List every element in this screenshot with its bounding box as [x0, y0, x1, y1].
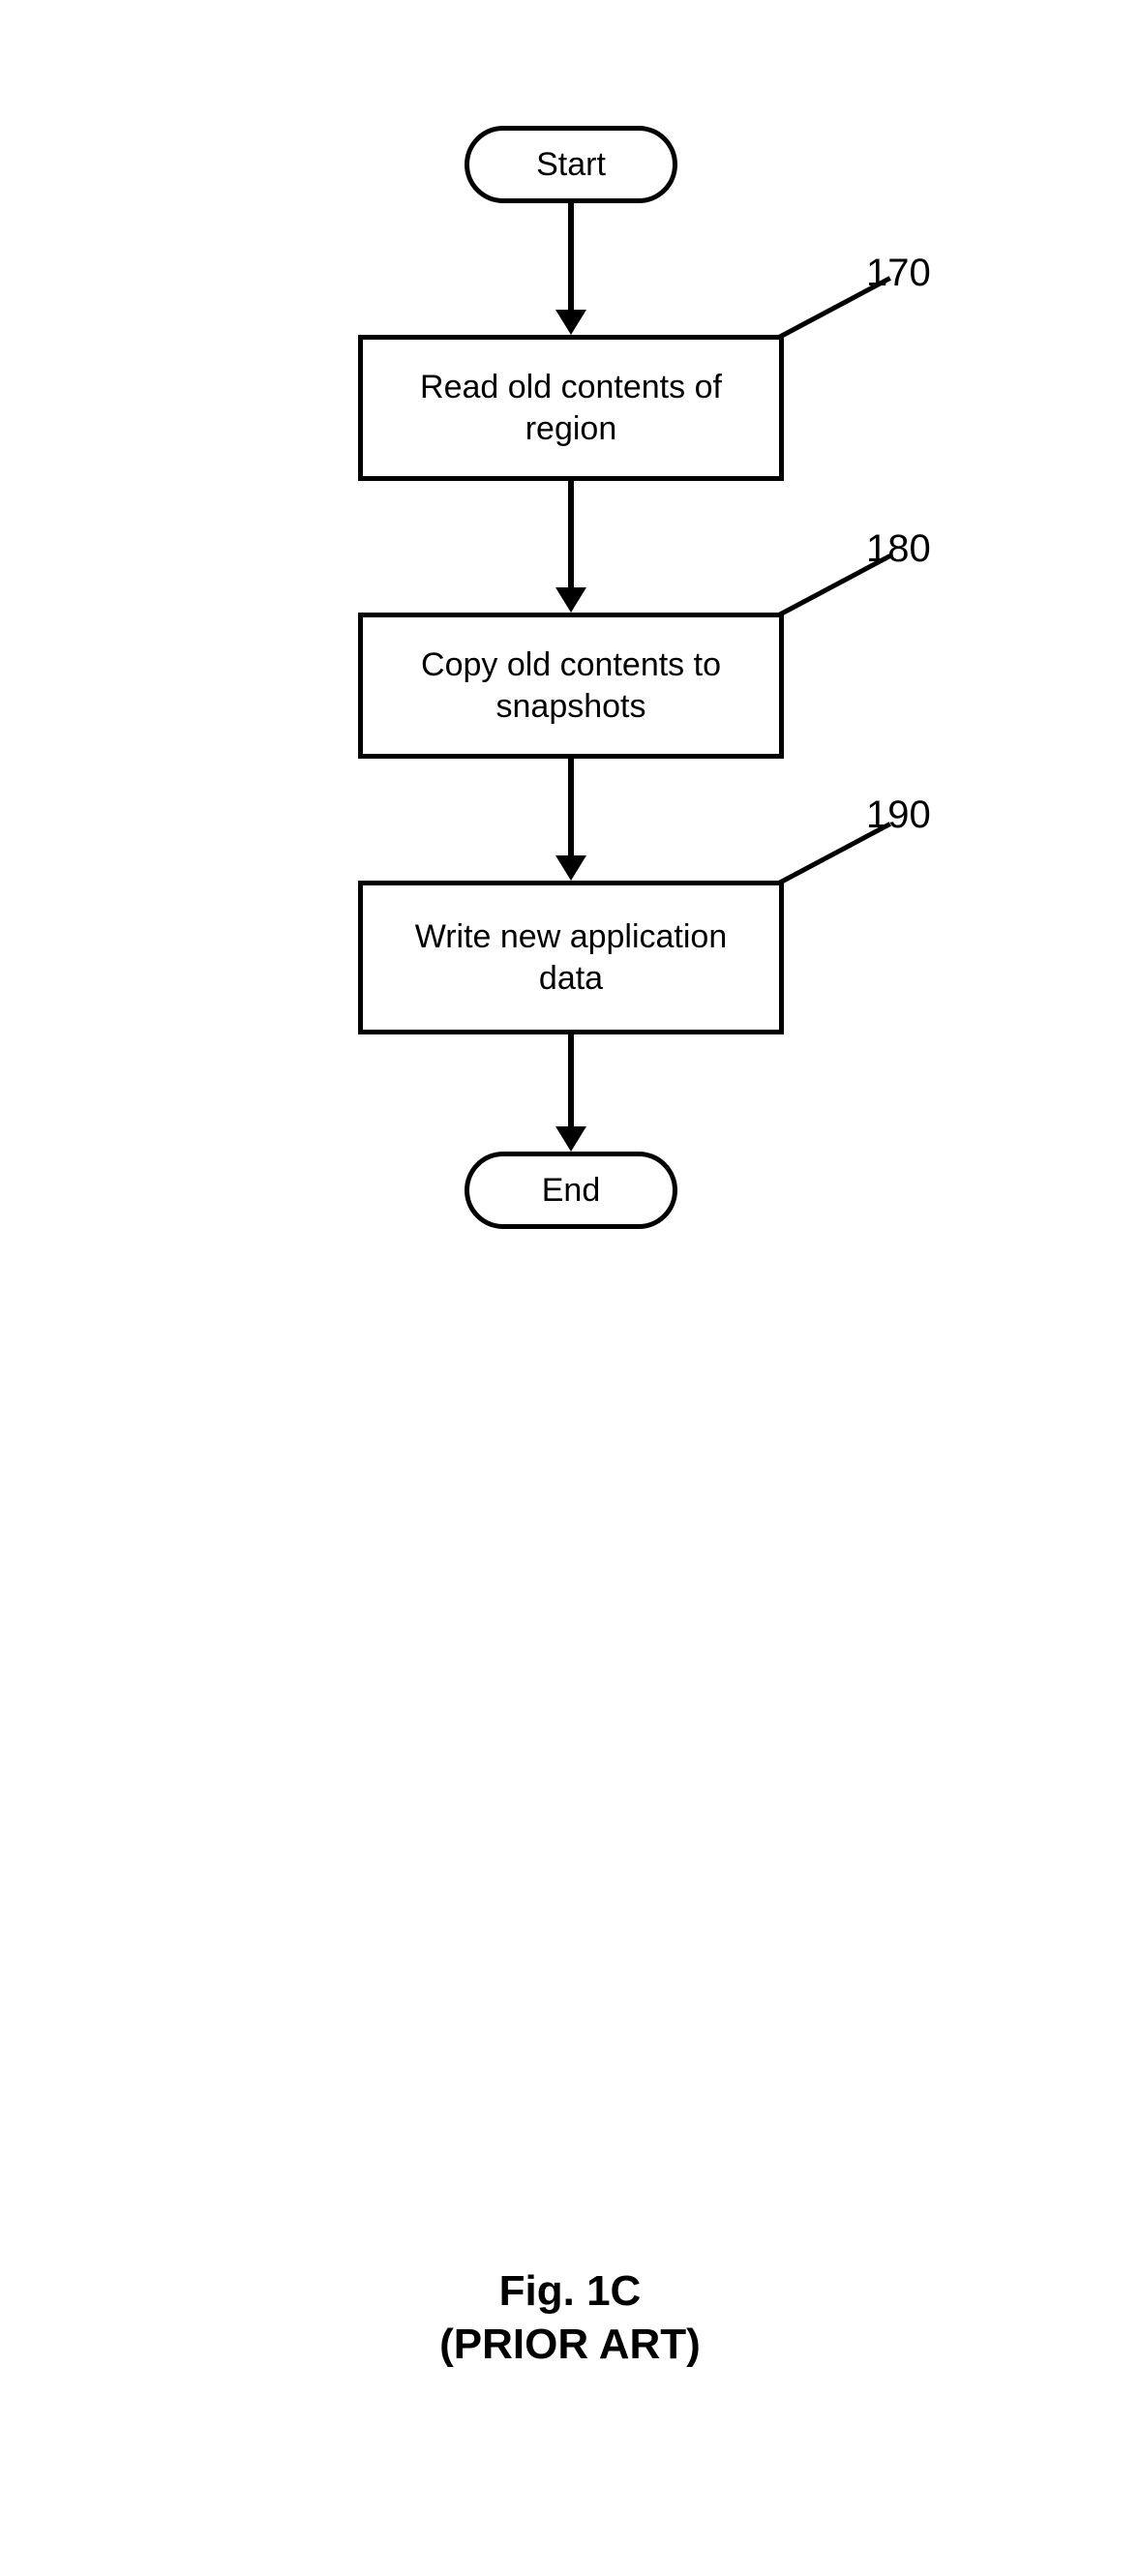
arrow-1 [290, 203, 852, 335]
start-label: Start [536, 144, 606, 186]
page: Start Read old contents of region Copy o… [0, 0, 1140, 2576]
process-190: Write new application data [358, 881, 784, 1034]
arrow-shaft [568, 1034, 574, 1126]
process-170: Read old contents of region [358, 335, 784, 481]
arrow-head-icon [555, 587, 586, 613]
arrow-2 [290, 481, 852, 613]
caption-line-2: (PRIOR ART) [0, 2318, 1140, 2371]
end-label: End [542, 1170, 601, 1212]
end-terminator: End [465, 1152, 677, 1229]
process-190-text: Write new application data [415, 918, 728, 997]
flowchart: Start Read old contents of region Copy o… [290, 126, 852, 1229]
arrow-3 [290, 759, 852, 881]
arrow-shaft [568, 203, 574, 310]
caption-line-1: Fig. 1C [0, 2264, 1140, 2318]
callout-190: 190 [866, 794, 931, 837]
arrow-head-icon [555, 1126, 586, 1152]
start-terminator: Start [465, 126, 677, 203]
arrow-4 [290, 1034, 852, 1152]
callout-180: 180 [866, 527, 931, 571]
process-180: Copy old contents to snapshots [358, 613, 784, 759]
process-170-text: Read old contents of region [420, 369, 722, 447]
arrow-head-icon [555, 310, 586, 335]
arrow-shaft [568, 759, 574, 855]
callout-170: 170 [866, 252, 931, 295]
arrow-shaft [568, 481, 574, 587]
process-180-text: Copy old contents to snapshots [421, 646, 721, 725]
figure-caption: Fig. 1C (PRIOR ART) [0, 2264, 1140, 2371]
arrow-head-icon [555, 855, 586, 881]
